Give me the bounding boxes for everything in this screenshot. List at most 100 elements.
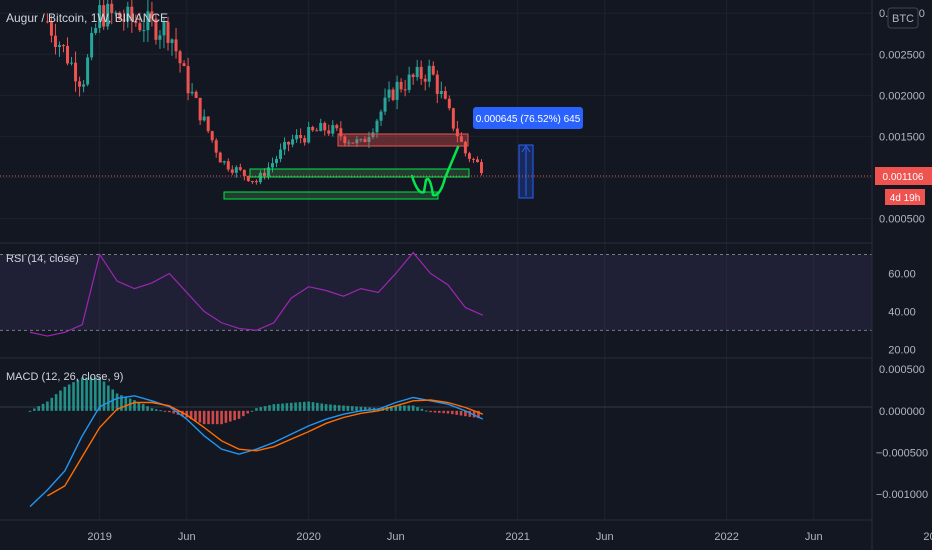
countdown-value: 4d 19h (890, 193, 921, 204)
candle-body (174, 39, 178, 52)
resistance-zone[interactable] (337, 133, 469, 147)
projected-path-drawing[interactable] (410, 145, 460, 197)
candle-body (262, 172, 266, 177)
candle-body (447, 98, 451, 109)
candle-body (202, 116, 206, 121)
macd-histogram-bar (329, 404, 332, 411)
candle-body (319, 122, 323, 132)
candle-body (266, 167, 270, 177)
candle-body (186, 66, 190, 94)
candle-body (459, 136, 463, 142)
candle-body (106, 3, 110, 27)
macd-histogram-bar (94, 377, 97, 411)
candle-body (162, 21, 166, 36)
candle-body (379, 111, 383, 121)
candle-body (315, 130, 319, 132)
candle-body (182, 63, 186, 67)
candle-body (94, 28, 98, 33)
macd-histogram-bar (150, 408, 154, 411)
candle-body (283, 141, 287, 150)
macd-histogram-bar (294, 402, 297, 411)
macd-histogram-bar (350, 406, 354, 411)
macd-histogram-bar (63, 386, 67, 411)
macd-histogram (28, 377, 480, 425)
macd-axis-ticks: 0.000500 0.000000 −0.000500 −0.001000 (876, 364, 928, 501)
price-axis[interactable] (872, 0, 932, 550)
support-zone-lower[interactable] (223, 191, 439, 200)
candle-body (130, 6, 134, 21)
candle-body (242, 169, 246, 176)
macd-histogram-bar (416, 407, 419, 411)
macd-histogram-bar (359, 406, 363, 411)
candle-body (435, 74, 439, 94)
macd-histogram-bar (342, 405, 345, 411)
candle-body (407, 74, 411, 90)
macd-histogram-bar (198, 410, 202, 423)
time-tick-label: 2022 (714, 531, 738, 543)
macd-histogram-bar (54, 394, 58, 411)
candle-body (307, 127, 311, 143)
candle-body (53, 35, 57, 47)
macd-histogram-bar (185, 410, 189, 418)
candle-body (210, 131, 214, 141)
macd-histogram-bar (72, 382, 75, 411)
macd-histogram-bar (133, 400, 136, 411)
candle-body (158, 35, 162, 40)
candle-body (198, 97, 202, 121)
candle-body (455, 128, 459, 137)
macd-histogram-bar (394, 405, 398, 411)
macd-histogram-bar (451, 410, 454, 415)
candle-body (355, 139, 359, 144)
currency-button[interactable] (887, 7, 919, 29)
candle-body (299, 135, 303, 139)
candle-body (78, 81, 82, 87)
macd-histogram-bar (37, 406, 41, 411)
macd-histogram-bar (146, 406, 149, 411)
candle-body (45, 21, 49, 23)
price-tick-label: 0.001500 (879, 131, 925, 143)
macd-histogram-bar (85, 377, 88, 411)
macd-histogram-bar (242, 410, 245, 417)
candle-body (411, 74, 415, 78)
candle-body (49, 21, 53, 36)
candle-body (170, 39, 174, 43)
candle-body (395, 81, 399, 100)
time-axis[interactable]: 2019Jun2020Jun2021Jun2022Jun2023Ju (87, 531, 932, 543)
candle-body (246, 175, 250, 182)
candle-body (254, 181, 258, 183)
macd-histogram-bar (141, 404, 145, 411)
macd-histogram-bar (168, 410, 171, 413)
macd-histogram-bar (237, 410, 241, 419)
candle-body (359, 139, 363, 141)
macd-histogram-bar (59, 390, 62, 411)
macd-histogram-bar (89, 377, 93, 411)
candle-body (391, 89, 395, 100)
macd-histogram-bar (303, 401, 306, 411)
macd-histogram-bar (220, 410, 223, 425)
macd-histogram-bar (464, 410, 467, 417)
macd-histogram-bar (107, 385, 110, 411)
measure-label-box (473, 107, 583, 129)
macd-histogram-bar (76, 379, 80, 411)
macd-histogram-bar (433, 410, 437, 413)
candle-body (114, 12, 118, 14)
macd-histogram-bar (163, 410, 167, 412)
candle-body (166, 21, 170, 43)
candle-body (250, 181, 254, 183)
candle-body (138, 23, 142, 31)
macd-histogram-bar (459, 410, 463, 416)
candle-body (118, 12, 122, 20)
macd-histogram-bar (276, 403, 280, 411)
support-zone-upper[interactable] (249, 168, 470, 178)
candle-body (295, 135, 299, 140)
signal-line (47, 399, 484, 497)
macd-histogram-bar (102, 381, 106, 411)
current-price-value: 0.001106 (883, 172, 924, 183)
candle-body (194, 91, 198, 98)
macd-histogram-bar (46, 401, 49, 411)
candle-body (351, 142, 355, 144)
candle-body (226, 161, 230, 170)
macd-histogram-bar (189, 410, 193, 420)
candle-body (57, 45, 61, 47)
